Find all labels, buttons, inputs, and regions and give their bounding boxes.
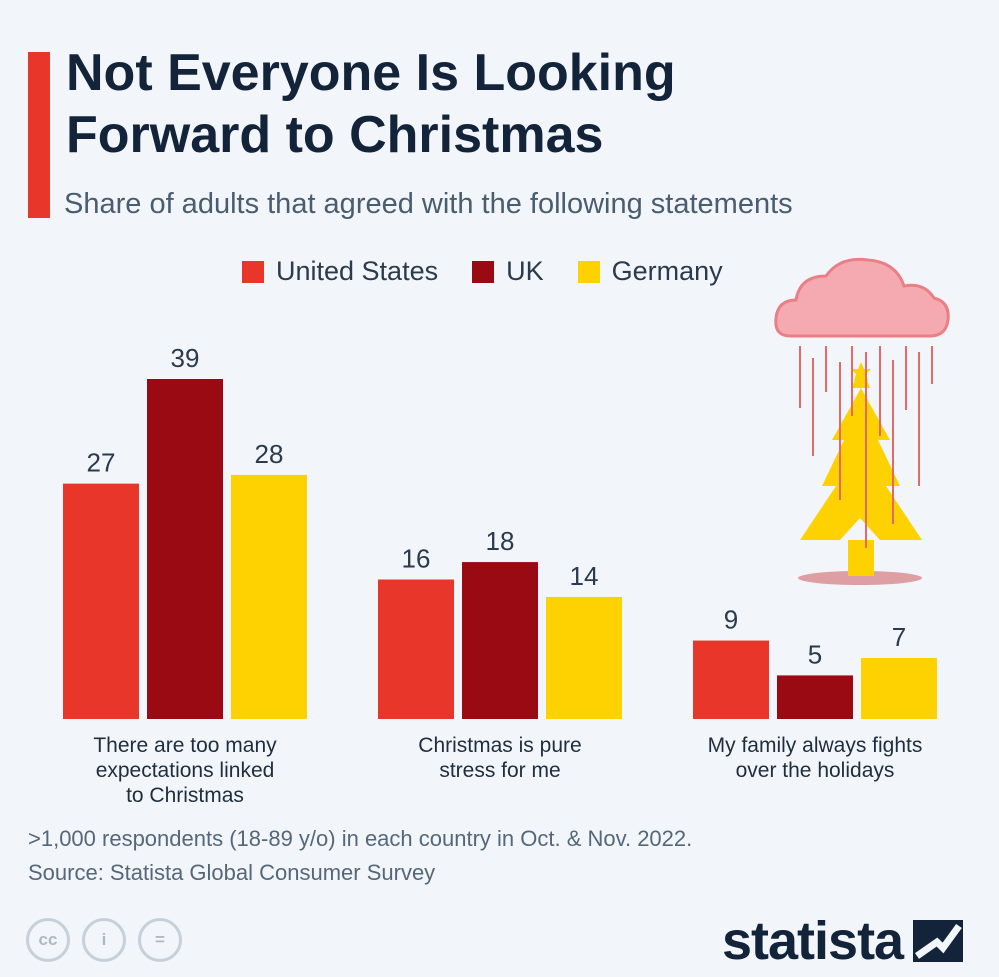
bar-us-1 xyxy=(378,579,454,719)
data-label-us-1: 16 xyxy=(402,544,431,574)
license-icons: cc i = xyxy=(26,918,182,962)
legend-swatch-uk xyxy=(472,260,495,283)
bar-germany-2 xyxy=(861,657,937,719)
category-label-0-line-2: to Christmas xyxy=(126,784,244,807)
legend-swatch-us xyxy=(242,260,264,283)
data-label-uk-1: 18 xyxy=(486,526,515,556)
bar-uk-1 xyxy=(462,562,538,719)
bar-uk-0 xyxy=(147,379,223,719)
accent-bar xyxy=(28,52,50,218)
legend-swatch-germany xyxy=(577,260,600,283)
bar-us-0 xyxy=(63,483,139,719)
legend: United States UK Germany xyxy=(242,256,723,287)
legend-item-uk: UK xyxy=(472,256,544,287)
creative-commons-icon[interactable]: cc xyxy=(26,918,70,962)
data-label-uk-0: 39 xyxy=(171,343,200,373)
category-label-0-line-1: expectations linked xyxy=(96,759,275,782)
statista-logo[interactable]: statista xyxy=(722,910,965,972)
category-label-0-line-0: There are too many xyxy=(93,734,277,757)
brand-name: statista xyxy=(722,911,904,971)
category-label-2-line-1: over the holidays xyxy=(736,759,895,782)
data-label-germany-2: 7 xyxy=(892,622,906,652)
source-note: Source: Statista Global Consumer Survey xyxy=(28,860,436,885)
legend-label-us: United States xyxy=(276,256,439,286)
chart-subtitle: Share of adults that agreed with the fol… xyxy=(64,188,793,220)
data-label-germany-1: 14 xyxy=(570,561,599,591)
attribution-icon[interactable]: i xyxy=(82,918,126,962)
legend-item-us: United States xyxy=(242,256,438,287)
chart-title: Not Everyone Is Looking Forward to Chris… xyxy=(66,42,966,166)
title-line-2: Forward to Christmas xyxy=(66,106,604,164)
bar-germany-0 xyxy=(231,474,307,719)
data-label-germany-0: 28 xyxy=(255,439,284,469)
category-label-2-line-0: My family always fights xyxy=(708,734,923,757)
data-label-us-0: 27 xyxy=(87,448,116,478)
legend-item-germany: Germany xyxy=(577,256,723,287)
statista-logo-icon xyxy=(913,920,964,962)
data-label-uk-2: 5 xyxy=(808,639,822,669)
no-derivatives-icon[interactable]: = xyxy=(138,918,182,962)
category-label-1-line-1: stress for me xyxy=(439,759,560,782)
category-label-1-line-0: Christmas is pure xyxy=(418,734,581,757)
bar-germany-1 xyxy=(546,596,622,719)
title-line-1: Not Everyone Is Looking xyxy=(66,44,676,102)
footnote: >1,000 respondents (18-89 y/o) in each c… xyxy=(28,826,693,851)
data-label-us-2: 9 xyxy=(724,605,738,635)
legend-label-germany: Germany xyxy=(611,256,723,286)
legend-label-uk: UK xyxy=(506,256,544,286)
bar-uk-2 xyxy=(777,675,853,719)
rain-cloud-christmas-tree-icon xyxy=(774,257,950,585)
bar-us-2 xyxy=(693,640,769,719)
